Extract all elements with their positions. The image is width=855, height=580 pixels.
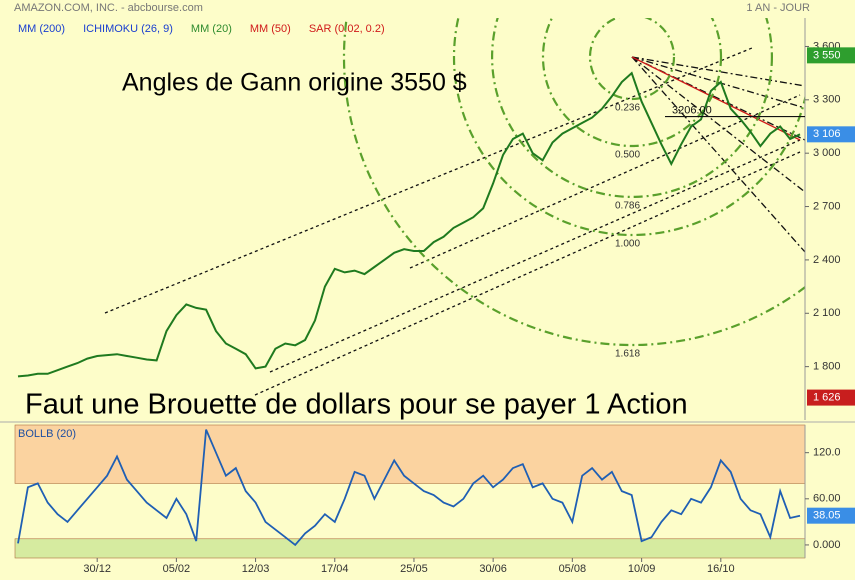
gann-channel xyxy=(409,94,801,269)
x-tick-label: 30/06 xyxy=(479,563,507,575)
legend-entry: SAR (0.02, 0.2) xyxy=(309,23,385,35)
annotation: Faut une Brouette de dollars pour se pay… xyxy=(25,389,688,421)
zone xyxy=(14,424,806,484)
fib-arc-label: 0.500 xyxy=(615,150,640,161)
x-tick-label: 30/12 xyxy=(83,563,111,575)
fib-arc-label: 0.786 xyxy=(615,201,640,212)
y-tick-label: 120.0 xyxy=(813,447,841,459)
fib-arc-label: 1.000 xyxy=(615,239,640,250)
y-tick-label: 3 300 xyxy=(813,94,841,106)
x-tick-label: 10/09 xyxy=(628,563,656,575)
legend-entry: MM (200) xyxy=(18,23,65,35)
price-tag xyxy=(807,47,855,64)
price-tag-label: 1 626 xyxy=(813,391,841,403)
page-title: AMAZON.COM, INC. - abcbourse.com xyxy=(14,2,203,14)
fib-arc xyxy=(588,18,676,101)
level-label: 3206.00 xyxy=(672,104,712,116)
price-panel xyxy=(17,18,805,396)
x-tick-label: 05/08 xyxy=(559,563,587,575)
y-tick-label: 3 000 xyxy=(813,147,841,159)
y-tick-label: 2 400 xyxy=(813,254,841,266)
zone xyxy=(14,538,806,559)
series-line xyxy=(17,71,801,378)
fib-arc xyxy=(452,18,805,237)
legend-entry: ICHIMOKU (26, 9) xyxy=(83,23,173,35)
fib-arc-label: 0.236 xyxy=(615,103,640,114)
x-tick-label: 05/02 xyxy=(163,563,191,575)
price-tag-label: 3 106 xyxy=(813,128,841,140)
last-tag xyxy=(807,507,855,524)
series-line xyxy=(17,429,801,547)
y-tick-label: 60.00 xyxy=(813,493,841,505)
gann-channel xyxy=(104,47,753,314)
x-tick-label: 12/03 xyxy=(242,563,270,575)
x-tick-label: 16/10 xyxy=(707,563,735,575)
x-tick-label: 25/05 xyxy=(400,563,428,575)
y-tick-label: 2 100 xyxy=(813,307,841,319)
gann-fan xyxy=(631,56,805,253)
legend-entry: MM (20) xyxy=(191,23,232,35)
y-tick-label: 0.000 xyxy=(813,539,841,551)
y-tick-label: 2 700 xyxy=(813,200,841,212)
annotation: Angles de Gann origine 3550 $ xyxy=(122,69,467,97)
y-tick-label: 1 800 xyxy=(813,361,841,373)
gann-fan xyxy=(631,56,801,141)
gann-fan xyxy=(631,56,805,193)
fib-arc-label: 1.618 xyxy=(615,349,640,360)
gann-fan xyxy=(631,56,805,87)
price-tag xyxy=(807,389,855,406)
indicator-title: BOLLB (20) xyxy=(18,428,76,440)
fib-arc xyxy=(541,18,723,148)
last-tag-label: 38.05 xyxy=(813,510,841,522)
period: 1 AN - JOUR xyxy=(746,2,810,14)
gann-channel xyxy=(269,139,801,373)
price-tag xyxy=(807,126,855,143)
legend-entry: MM (50) xyxy=(250,23,291,35)
x-tick-label: 17/04 xyxy=(321,563,349,575)
fib-arc xyxy=(491,18,773,198)
price-tag-label: 3 550 xyxy=(813,49,841,61)
gann-fan xyxy=(631,56,805,109)
